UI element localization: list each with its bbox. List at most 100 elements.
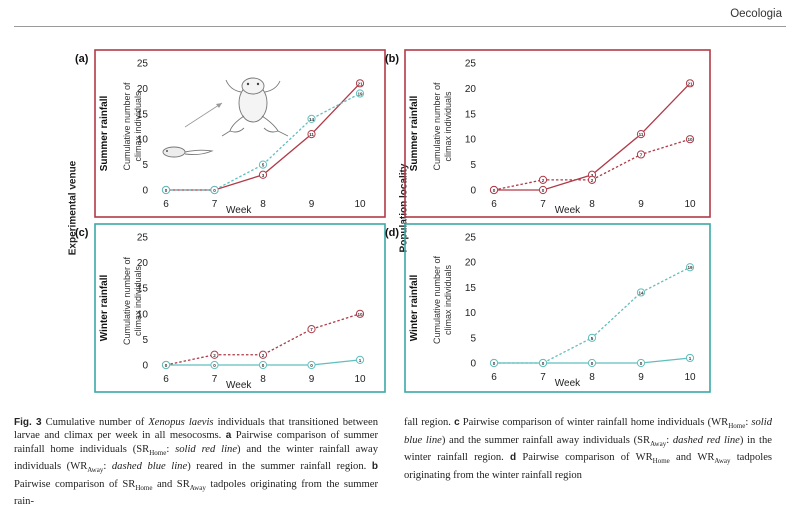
data-point bbox=[538, 185, 548, 195]
data-point bbox=[355, 355, 365, 364]
x-tick-label: 9 bbox=[638, 372, 644, 383]
y-tick-label: 5 bbox=[142, 335, 148, 346]
y-tick-label: 10 bbox=[137, 309, 149, 320]
data-point bbox=[636, 130, 646, 139]
data-label: 2 bbox=[591, 178, 594, 183]
y-tick-label: 20 bbox=[137, 84, 149, 95]
y-tick-label: 10 bbox=[465, 308, 477, 319]
x-tick-label: 6 bbox=[163, 199, 169, 210]
data-point bbox=[307, 114, 316, 123]
data-point bbox=[636, 150, 646, 159]
data-label: 5 bbox=[591, 336, 594, 341]
series-line-1 bbox=[165, 313, 361, 366]
data-label: 21 bbox=[687, 81, 693, 86]
data-label: 0 bbox=[640, 361, 643, 366]
data-point bbox=[307, 360, 316, 370]
data-label: 0 bbox=[165, 363, 168, 368]
x-tick-label: 9 bbox=[309, 199, 315, 210]
data-point bbox=[161, 360, 171, 370]
panel-frame bbox=[94, 49, 386, 218]
panel-label: (b) bbox=[385, 53, 399, 65]
y-tick-label: 20 bbox=[137, 258, 149, 269]
data-label: 0 bbox=[542, 361, 545, 366]
data-label: 0 bbox=[542, 188, 545, 193]
row-label: Summer rainfall bbox=[409, 95, 420, 171]
y-axis-label-line-2: climax individuals bbox=[443, 91, 453, 162]
data-label: 14 bbox=[638, 290, 644, 295]
x-tick-label: 6 bbox=[491, 199, 497, 210]
data-label: 0 bbox=[165, 188, 168, 193]
data-point bbox=[355, 89, 365, 98]
data-label: 2 bbox=[262, 353, 265, 358]
x-axis-label: Week bbox=[226, 205, 252, 216]
data-label: 2 bbox=[213, 353, 216, 358]
data-label: 14 bbox=[309, 117, 315, 122]
y-tick-label: 15 bbox=[137, 284, 149, 295]
tadpole-body bbox=[162, 146, 186, 158]
panel-d: (d) Winter rainfall Cumulative number of cl… bbox=[385, 223, 711, 393]
frog-eye bbox=[256, 82, 260, 86]
x-tick-label: 9 bbox=[309, 374, 315, 385]
data-point bbox=[489, 358, 499, 368]
x-tick-label: 10 bbox=[684, 372, 696, 383]
x-tick-label: 6 bbox=[491, 372, 497, 383]
frog-eye bbox=[246, 82, 250, 86]
data-point bbox=[685, 79, 695, 88]
data-label: 0 bbox=[591, 361, 594, 366]
arrow-head bbox=[216, 103, 222, 108]
data-point bbox=[489, 185, 499, 195]
x-tick-label: 10 bbox=[684, 199, 696, 210]
y-tick-label: 15 bbox=[137, 109, 149, 120]
y-tick-label: 0 bbox=[142, 361, 148, 372]
journal-name: Oecologia bbox=[730, 8, 782, 20]
y-axis-label-line-1: Cumulative number of bbox=[122, 82, 132, 171]
data-point bbox=[258, 350, 268, 359]
y-axis-label-line-1: Cumulative number of bbox=[122, 256, 132, 345]
data-label: 0 bbox=[493, 361, 496, 366]
data-label: 11 bbox=[639, 132, 644, 137]
data-label: 3 bbox=[262, 173, 265, 178]
x-tick-label: 10 bbox=[354, 199, 366, 210]
data-point bbox=[258, 360, 268, 370]
y-axis-label-line-1: Cumulative number of bbox=[432, 82, 442, 171]
x-tick-label: 6 bbox=[163, 374, 169, 385]
y-axis-label-line-2: climax individuals bbox=[443, 264, 453, 335]
x-axis-label: Week bbox=[555, 378, 581, 389]
x-tick-label: 8 bbox=[260, 199, 266, 210]
data-label: 5 bbox=[262, 163, 265, 168]
panel-frame bbox=[404, 49, 711, 218]
arrow-line bbox=[184, 102, 223, 128]
x-tick-label: 7 bbox=[212, 374, 218, 385]
x-axis-label: Week bbox=[555, 205, 581, 216]
figure-number: Fig. 3 bbox=[14, 417, 42, 428]
header-rule bbox=[14, 26, 786, 27]
data-point bbox=[587, 175, 597, 184]
y-tick-label: 5 bbox=[142, 160, 148, 171]
x-tick-label: 8 bbox=[260, 374, 266, 385]
data-point bbox=[636, 288, 646, 297]
data-point bbox=[307, 325, 316, 334]
data-point bbox=[210, 350, 219, 359]
y-tick-label: 25 bbox=[137, 59, 149, 70]
data-label: 10 bbox=[357, 312, 363, 317]
x-axis-label: Week bbox=[226, 380, 252, 391]
series-line-2 bbox=[166, 92, 361, 191]
tadpole-eye bbox=[166, 150, 168, 152]
data-point bbox=[587, 358, 597, 368]
data-point bbox=[355, 79, 365, 88]
tadpole-tail bbox=[184, 149, 214, 156]
data-label: 1 bbox=[359, 358, 362, 363]
data-label: 19 bbox=[687, 265, 693, 270]
data-point bbox=[636, 358, 646, 368]
data-point bbox=[685, 353, 695, 363]
y-tick-label: 0 bbox=[470, 359, 476, 370]
panel-label: (a) bbox=[75, 53, 89, 65]
frog-head bbox=[241, 77, 265, 95]
data-point bbox=[685, 135, 695, 144]
data-point bbox=[210, 360, 219, 370]
y-tick-label: 5 bbox=[470, 333, 476, 344]
x-tick-label: 10 bbox=[354, 374, 366, 385]
y-tick-label: 20 bbox=[465, 258, 477, 269]
x-tick-label: 9 bbox=[638, 199, 644, 210]
panel-label: (d) bbox=[385, 227, 399, 239]
